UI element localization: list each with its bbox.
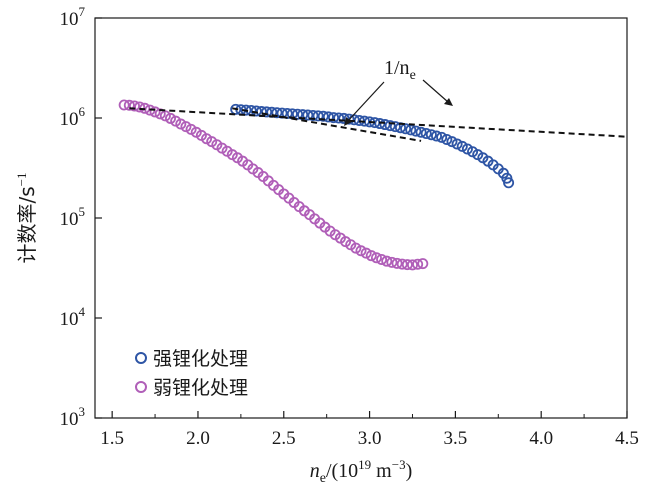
data-point bbox=[302, 109, 314, 121]
data-point bbox=[240, 104, 252, 116]
x-tick-label: 3.5 bbox=[444, 428, 468, 449]
annotation-1-over-ne: 1/ne bbox=[344, 57, 453, 126]
data-point bbox=[370, 252, 382, 264]
series-weak bbox=[118, 99, 429, 271]
data-point bbox=[401, 259, 413, 271]
data-point bbox=[451, 138, 463, 150]
legend-marker-weak bbox=[135, 381, 147, 393]
legend: 强锂化处理 弱锂化处理 bbox=[135, 348, 248, 399]
legend-label-strong: 强锂化处理 bbox=[153, 348, 248, 370]
data-point bbox=[412, 258, 424, 270]
data-point bbox=[175, 118, 187, 130]
legend-marker-strong bbox=[135, 352, 147, 364]
y-axis-title: 计数率/s−1 bbox=[14, 172, 39, 263]
annotation-arrow-right bbox=[422, 79, 449, 103]
annotation-text: 1/ne bbox=[384, 57, 416, 83]
data-point bbox=[307, 109, 319, 121]
data-point bbox=[436, 131, 448, 143]
data-point bbox=[338, 112, 350, 124]
series-layer bbox=[118, 99, 515, 271]
x-tick-label: 1.5 bbox=[100, 428, 124, 449]
data-point bbox=[396, 258, 408, 270]
y-tick-label: 104 bbox=[60, 304, 86, 330]
data-point bbox=[317, 110, 329, 122]
data-point bbox=[250, 105, 262, 117]
y-tick-label: 106 bbox=[60, 104, 86, 130]
reference-lines bbox=[129, 107, 628, 142]
data-point bbox=[384, 120, 396, 132]
y-tick-label: 103 bbox=[60, 404, 86, 430]
data-point bbox=[328, 112, 340, 124]
x-tick-labels: 1.5 2.0 2.5 3.0 3.5 4.0 4.5 bbox=[100, 428, 639, 449]
data-point bbox=[123, 99, 135, 111]
x-axis-title: ne/(1019 m−3) bbox=[310, 457, 413, 486]
data-point bbox=[441, 133, 453, 145]
data-point bbox=[365, 250, 377, 262]
data-point bbox=[425, 129, 437, 141]
data-point bbox=[503, 177, 515, 189]
y-tick-label: 107 bbox=[60, 4, 86, 30]
data-point bbox=[417, 258, 429, 270]
annotation-arrow-down bbox=[346, 81, 385, 123]
data-point bbox=[410, 125, 422, 137]
reference-line bbox=[232, 107, 422, 142]
annotation-arrowhead-right bbox=[444, 98, 453, 106]
data-point bbox=[343, 113, 355, 125]
data-point bbox=[297, 109, 309, 121]
data-point bbox=[355, 245, 367, 257]
y-tick-label: 105 bbox=[60, 204, 86, 230]
data-point bbox=[134, 101, 146, 113]
y-tick-labels: 103 104 105 106 107 bbox=[60, 4, 86, 430]
data-point bbox=[376, 253, 388, 265]
annotation-arrowhead-down bbox=[344, 117, 352, 126]
data-point bbox=[456, 140, 468, 152]
data-point bbox=[118, 99, 130, 111]
axis-ticks bbox=[95, 17, 628, 419]
data-point bbox=[381, 255, 393, 267]
data-point bbox=[386, 256, 398, 268]
x-tick-label: 2.0 bbox=[186, 428, 210, 449]
data-point bbox=[360, 247, 372, 259]
data-point bbox=[379, 119, 391, 131]
data-point bbox=[333, 112, 345, 124]
data-point bbox=[271, 107, 283, 119]
data-point bbox=[400, 123, 412, 135]
data-point bbox=[292, 108, 304, 120]
data-point bbox=[128, 100, 140, 112]
data-point bbox=[312, 110, 324, 122]
data-point bbox=[389, 121, 401, 133]
data-point bbox=[159, 110, 171, 122]
data-point bbox=[261, 106, 273, 118]
x-tick-label: 4.5 bbox=[615, 428, 639, 449]
x-tick-label: 4.0 bbox=[529, 428, 553, 449]
x-tick-label: 2.5 bbox=[272, 428, 296, 449]
data-point bbox=[446, 136, 458, 148]
reference-line bbox=[129, 107, 628, 138]
data-point bbox=[415, 126, 427, 138]
data-point bbox=[391, 257, 403, 269]
data-point bbox=[149, 106, 161, 118]
data-point bbox=[230, 103, 242, 115]
data-point bbox=[406, 259, 418, 271]
data-point bbox=[420, 127, 432, 139]
data-point bbox=[431, 130, 443, 142]
legend-label-weak: 弱锂化处理 bbox=[153, 377, 248, 399]
data-point bbox=[322, 111, 334, 123]
x-tick-label: 3.0 bbox=[358, 428, 382, 449]
